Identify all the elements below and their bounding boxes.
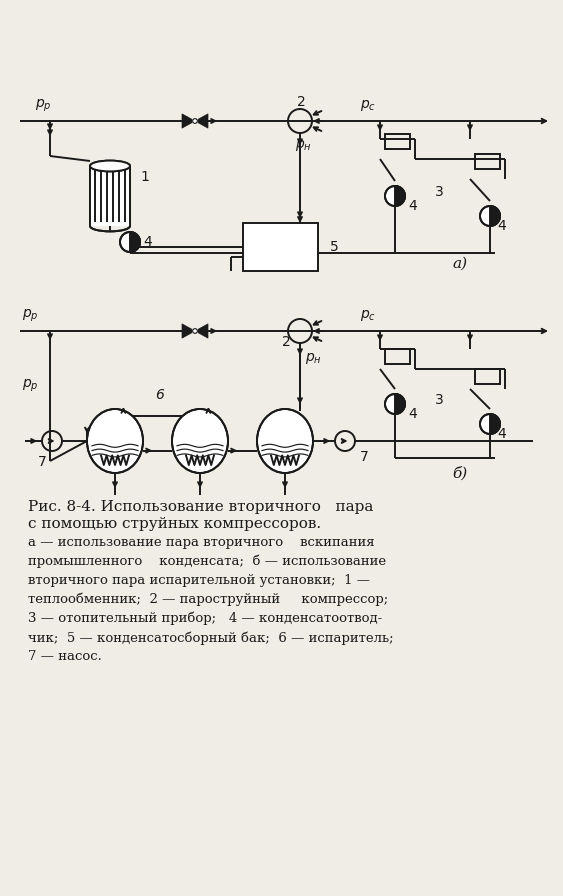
Text: 3: 3	[435, 393, 444, 407]
Text: б): б)	[452, 467, 467, 481]
Text: 4: 4	[408, 199, 417, 213]
Text: $p_н$: $p_н$	[305, 351, 322, 366]
Ellipse shape	[87, 409, 143, 473]
Text: $p_н$: $p_н$	[295, 138, 312, 153]
FancyBboxPatch shape	[90, 166, 130, 226]
Text: $p_р$: $p_р$	[22, 378, 39, 394]
Polygon shape	[195, 114, 208, 128]
Text: 3: 3	[435, 185, 444, 199]
Circle shape	[193, 118, 198, 124]
Circle shape	[385, 394, 405, 414]
Polygon shape	[182, 323, 195, 338]
Text: 6: 6	[155, 388, 164, 402]
Text: 5: 5	[330, 240, 339, 254]
Text: $p_с$: $p_с$	[360, 98, 376, 113]
Wedge shape	[130, 232, 140, 252]
Polygon shape	[243, 223, 318, 271]
Text: 4: 4	[143, 235, 152, 249]
Text: а — использование пара вторичного    вскипания
промышленного    конденсата;  б —: а — использование пара вторичного вскипа…	[28, 536, 394, 663]
Circle shape	[120, 232, 140, 252]
Ellipse shape	[172, 409, 228, 473]
Circle shape	[480, 206, 500, 226]
Text: 7: 7	[38, 455, 47, 469]
Text: с помощью струйных компрессоров.: с помощью струйных компрессоров.	[28, 517, 321, 531]
Circle shape	[385, 186, 405, 206]
Text: 1: 1	[140, 170, 149, 184]
Ellipse shape	[257, 409, 313, 473]
Text: а): а)	[452, 257, 467, 271]
Wedge shape	[395, 186, 405, 206]
Text: $p_р$: $p_р$	[22, 308, 39, 324]
Text: 4: 4	[408, 407, 417, 421]
Wedge shape	[490, 414, 500, 434]
Ellipse shape	[90, 160, 130, 171]
Circle shape	[193, 329, 198, 333]
Wedge shape	[490, 206, 500, 226]
Text: 2: 2	[297, 95, 306, 109]
Text: $p_с$: $p_с$	[360, 308, 376, 323]
Text: 7: 7	[360, 450, 369, 464]
Text: 4: 4	[497, 427, 506, 441]
Polygon shape	[195, 323, 208, 338]
Text: $p_р$: $p_р$	[35, 98, 52, 115]
Ellipse shape	[90, 160, 130, 171]
Text: 4: 4	[497, 219, 506, 233]
Circle shape	[480, 414, 500, 434]
Polygon shape	[182, 114, 195, 128]
Wedge shape	[395, 394, 405, 414]
Text: Рис. 8-4. Использование вторичного   пара: Рис. 8-4. Использование вторичного пара	[28, 500, 373, 514]
Text: 2: 2	[282, 335, 291, 349]
